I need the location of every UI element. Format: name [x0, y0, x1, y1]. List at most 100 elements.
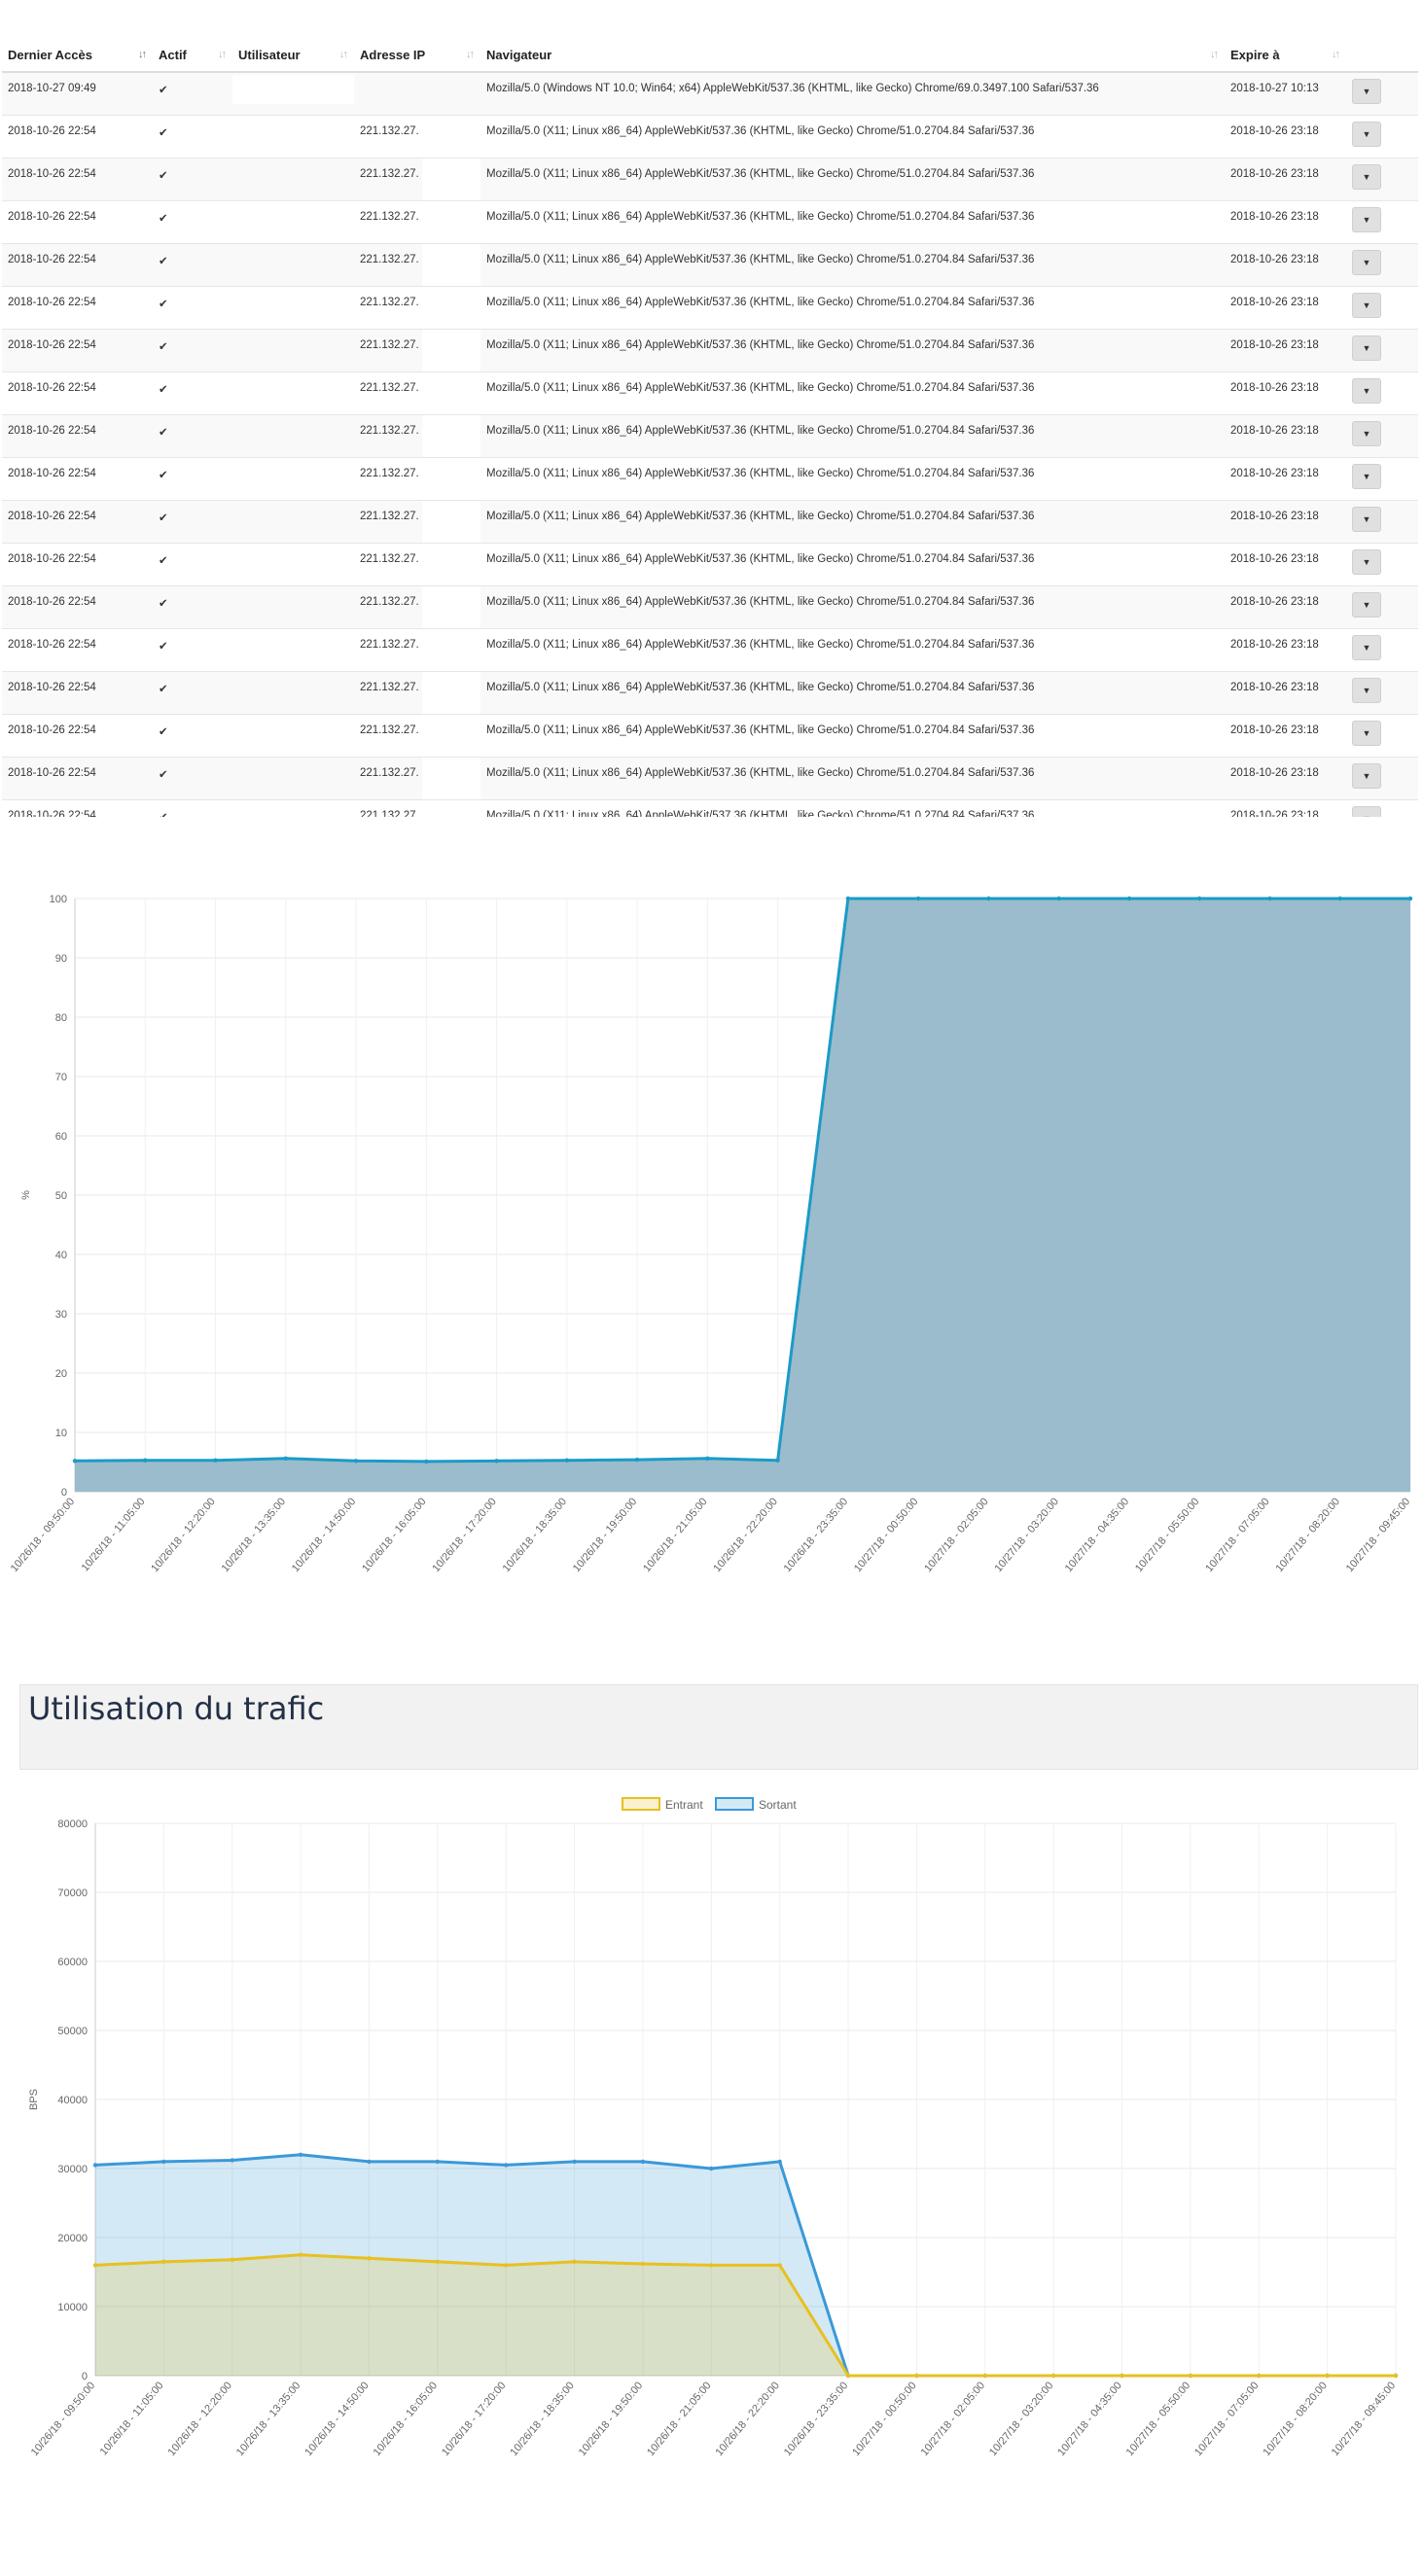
row-actions-dropdown-button[interactable]: ▼: [1352, 377, 1381, 404]
column-label: Navigateur: [486, 48, 552, 62]
y-tick-label: 80000: [57, 1818, 88, 1830]
sort-icon[interactable]: ↓↑: [218, 49, 227, 60]
x-tick-label: 10/27/18 - 07:05:00: [1192, 2380, 1262, 2458]
browser-cell: Mozilla/5.0 (X11; Linux x86_64) AppleWeb…: [480, 714, 1225, 758]
column-header-active[interactable]: Actif ↓↑: [153, 39, 232, 73]
row-actions-dropdown-button[interactable]: ▼: [1352, 163, 1381, 190]
table-row: 2018-10-26 22:54 ✔ 221.132.27. Mozilla/5…: [2, 115, 1418, 159]
browser-cell: Mozilla/5.0 (Windows NT 10.0; Win64; x64…: [480, 72, 1225, 116]
row-actions-dropdown-button[interactable]: ▼: [1352, 805, 1381, 818]
user-cell: [232, 329, 354, 372]
sort-desc-icon[interactable]: ↓↑: [138, 49, 147, 60]
sessions-table: Dernier Accès ↓↑ Actif ↓↑ Utilisateur ↓↑ Ad…: [2, 39, 1418, 817]
ip-cell: 221.132.27.: [354, 371, 480, 415]
data-point: [640, 2159, 646, 2165]
data-point: [572, 2159, 577, 2165]
row-actions-dropdown-button[interactable]: ▼: [1352, 506, 1381, 532]
ip-address: 221.132.27.: [360, 510, 419, 522]
expires-cell: 2018-10-26 23:18: [1225, 329, 1346, 372]
expires-cell: 2018-10-26 23:18: [1225, 500, 1346, 544]
row-actions-dropdown-button[interactable]: ▼: [1352, 292, 1381, 318]
row-actions-dropdown-button[interactable]: ▼: [1352, 591, 1381, 618]
column-header-user[interactable]: Utilisateur ↓↑: [232, 39, 354, 73]
user-cell: [232, 115, 354, 159]
last-access-cell: 2018-10-26 22:54: [2, 671, 153, 715]
actions-cell: ▼: [1346, 158, 1418, 201]
ip-address: 221.132.27.: [360, 424, 419, 437]
y-tick-label: 60: [55, 1131, 67, 1143]
user-cell: [232, 371, 354, 415]
browser-cell: Mozilla/5.0 (X11; Linux x86_64) AppleWeb…: [480, 115, 1225, 159]
data-point: [504, 2163, 509, 2168]
row-actions-dropdown-button[interactable]: ▼: [1352, 249, 1381, 275]
last-access-cell: 2018-10-26 22:54: [2, 799, 153, 817]
column-header-last-access[interactable]: Dernier Accès ↓↑: [2, 39, 153, 73]
actions-cell: ▼: [1346, 799, 1418, 817]
column-header-ip[interactable]: Adresse IP ↓↑: [354, 39, 480, 73]
column-header-expires[interactable]: Expire à ↓↑: [1225, 39, 1346, 73]
data-point: [1267, 896, 1272, 901]
row-actions-dropdown-button[interactable]: ▼: [1352, 206, 1381, 232]
data-point: [705, 1456, 710, 1462]
row-actions-dropdown-button[interactable]: ▼: [1352, 335, 1381, 361]
actions-cell: ▼: [1346, 72, 1418, 116]
table-row: 2018-10-26 22:54 ✔ 221.132.27. Mozilla/5…: [2, 671, 1418, 715]
sort-icon[interactable]: ↓↑: [466, 49, 475, 60]
y-tick-label: 100: [50, 894, 67, 905]
data-point: [986, 896, 991, 901]
x-tick-label: 10/26/18 - 17:20:00: [440, 2380, 509, 2458]
ip-address: 221.132.27.: [360, 296, 419, 308]
caret-down-icon: ▼: [1362, 300, 1371, 310]
ip-cell: 221.132.27.: [354, 286, 480, 330]
caret-down-icon: ▼: [1362, 556, 1371, 567]
ip-address: 221.132.27.: [360, 467, 419, 479]
column-header-browser[interactable]: Navigateur ↓↑: [480, 39, 1225, 73]
data-point: [161, 2159, 166, 2165]
traffic-panel-header: Utilisation du trafic: [19, 1684, 1418, 1770]
table-row: 2018-10-26 22:54 ✔ 221.132.27. Mozilla/5…: [2, 500, 1418, 544]
row-actions-dropdown-button[interactable]: ▼: [1352, 463, 1381, 489]
caret-down-icon: ▼: [1363, 814, 1371, 818]
sort-icon[interactable]: ↓↑: [1210, 49, 1219, 60]
row-actions-dropdown-button[interactable]: ▼: [1352, 420, 1381, 446]
last-access-cell: 2018-10-26 22:54: [2, 200, 153, 244]
y-tick-label: 70000: [57, 1888, 88, 1899]
user-cell: [232, 200, 354, 244]
sort-icon[interactable]: ↓↑: [1332, 49, 1340, 60]
last-access-cell: 2018-10-26 22:54: [2, 543, 153, 586]
active-check-icon: ✔: [153, 72, 232, 116]
data-point: [92, 2163, 98, 2168]
ip-cell: 221.132.27.: [354, 329, 480, 372]
x-tick-label: 10/26/18 - 11:05:00: [98, 2380, 166, 2457]
row-actions-dropdown-button[interactable]: ▼: [1352, 634, 1381, 660]
last-access-cell: 2018-10-26 22:54: [2, 243, 153, 287]
row-actions-dropdown-button[interactable]: ▼: [1352, 762, 1381, 789]
table-row: 2018-10-27 09:49 ✔ Mozilla/5.0 (Windows …: [2, 72, 1418, 116]
last-access-cell: 2018-10-26 22:54: [2, 500, 153, 544]
sessions-table-panel: Dernier Accès ↓↑ Actif ↓↑ Utilisateur ↓↑ Ad…: [2, 39, 1418, 817]
row-actions-dropdown-button[interactable]: ▼: [1352, 720, 1381, 746]
row-actions-dropdown-button[interactable]: ▼: [1352, 79, 1381, 104]
data-point: [1188, 2373, 1193, 2379]
user-cell: [232, 158, 354, 201]
browser-cell: Mozilla/5.0 (X11; Linux x86_64) AppleWeb…: [480, 500, 1225, 544]
browser-cell: Mozilla/5.0 (X11; Linux x86_64) AppleWeb…: [480, 585, 1225, 629]
row-actions-dropdown-button[interactable]: ▼: [1352, 121, 1381, 147]
x-tick-label: 10/26/18 - 12:20:00: [166, 2380, 235, 2458]
sort-icon[interactable]: ↓↑: [339, 49, 348, 60]
y-tick-label: 70: [55, 1072, 67, 1083]
active-check-icon: ✔: [153, 286, 232, 330]
redacted-block: [422, 757, 480, 798]
x-tick-label: 10/26/18 - 09:50:00: [29, 2380, 98, 2458]
browser-cell: Mozilla/5.0 (X11; Linux x86_64) AppleWeb…: [480, 243, 1225, 287]
row-actions-dropdown-button[interactable]: ▼: [1352, 548, 1381, 575]
data-point: [1050, 2373, 1056, 2379]
x-tick-label: 10/26/18 - 23:35:00: [782, 2380, 851, 2458]
table-row: 2018-10-26 22:54 ✔ 221.132.27. Mozilla/5…: [2, 243, 1418, 287]
x-tick-label: 10/27/18 - 09:45:00: [1344, 1496, 1413, 1574]
legend-swatch: [622, 1797, 660, 1811]
actions-cell: ▼: [1346, 200, 1418, 244]
ip-address: 221.132.27.: [360, 595, 419, 608]
row-actions-dropdown-button[interactable]: ▼: [1352, 677, 1381, 703]
user-cell: [232, 671, 354, 715]
